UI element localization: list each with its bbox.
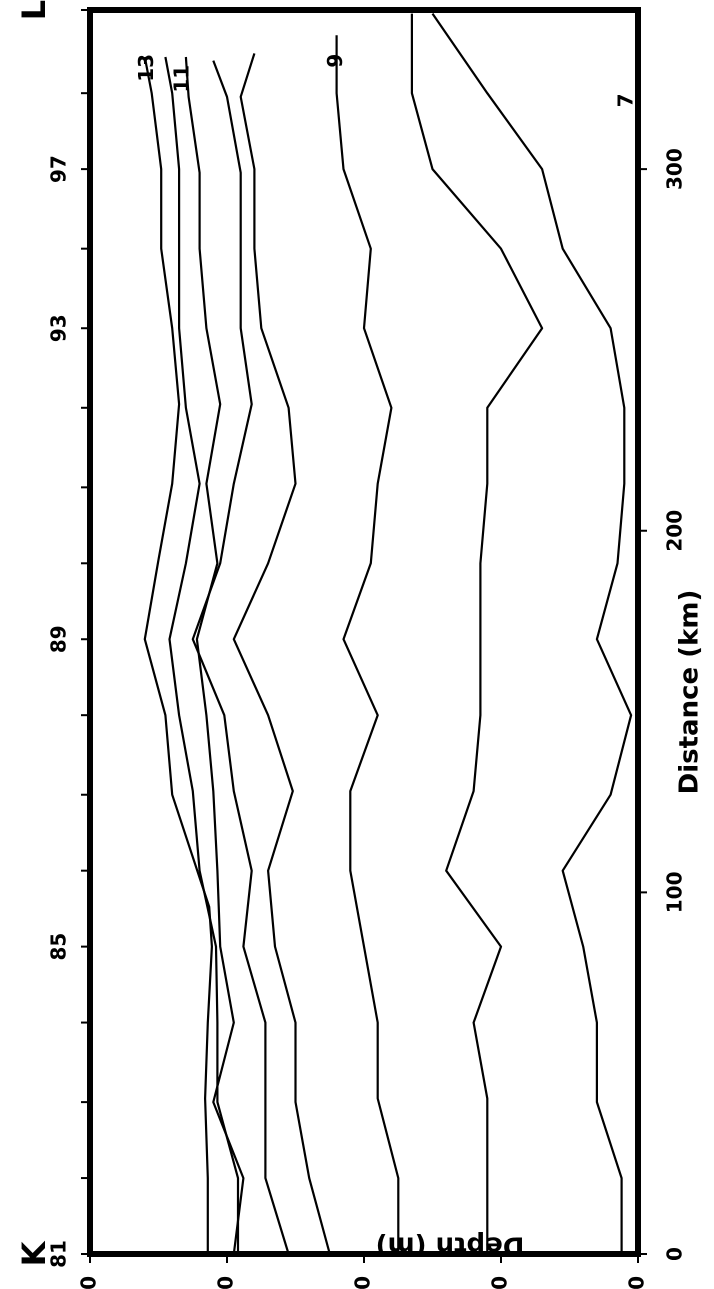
plot-layer: 010020030001002003004008185899397KL13119… [15, 0, 705, 1289]
contour-line-7 [410, 13, 544, 1254]
plot-frame [87, 7, 641, 1257]
contour-line-5 [232, 53, 331, 1255]
y-axis-title: Depth (m) [376, 1231, 525, 1261]
y-tick-label: 0 [77, 1276, 101, 1289]
x-tick-label: 200 [663, 510, 687, 552]
section-end-label-L: L [15, 0, 53, 20]
contour-label-9: 9 [323, 54, 347, 68]
station-label-89: 89 [47, 625, 71, 653]
station-label-97: 97 [47, 155, 71, 183]
contour-label-11: 11 [170, 65, 194, 93]
y-tick-label: 200 [351, 1276, 375, 1289]
x-tick-label: 0 [663, 1247, 687, 1261]
y-tick-label: 300 [488, 1276, 512, 1289]
y-tick-label: 400 [625, 1276, 649, 1289]
contour-line-6 [335, 35, 400, 1254]
contour-line-8 [431, 12, 633, 1254]
contour-label-13: 13 [134, 54, 158, 82]
contour-line-2 [164, 56, 240, 1254]
contour-series [143, 12, 633, 1255]
station-label-85: 85 [47, 933, 71, 961]
contour-line-1 [143, 56, 213, 1254]
contour-label-7: 7 [614, 93, 638, 107]
section-end-label-K: K [15, 1240, 53, 1266]
y-tick-label: 100 [214, 1276, 238, 1289]
contour-line-3 [184, 56, 245, 1255]
station-label-81: 81 [47, 1240, 71, 1268]
axis-ticks [81, 9, 647, 1263]
contour-line-4 [191, 60, 290, 1255]
x-tick-label: 100 [663, 871, 687, 913]
station-label-93: 93 [47, 314, 71, 342]
x-axis-title: Distance (km) [675, 590, 705, 795]
axis-labels: 010020030001002003004008185899397KL13119… [15, 0, 705, 1289]
x-tick-label: 300 [663, 148, 687, 190]
